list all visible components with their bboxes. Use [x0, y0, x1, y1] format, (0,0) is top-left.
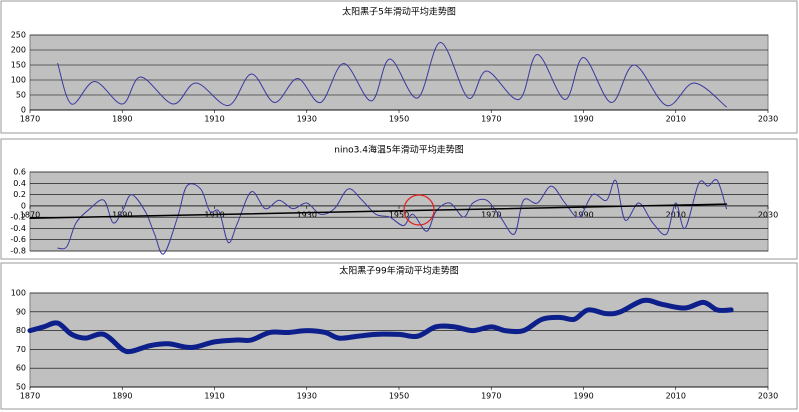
x-tick-label: 1930: [297, 392, 317, 401]
x-tick-label: 1870: [20, 210, 40, 219]
y-tick-label: 0.4: [13, 179, 26, 188]
y-tick-label: 0: [21, 201, 26, 210]
y-tick-label: 60: [16, 364, 26, 373]
data-line: [27, 297, 734, 355]
y-tick-label: 250: [11, 31, 26, 40]
y-tick-label: 50: [16, 91, 26, 100]
y-tick-label: -0.8: [10, 247, 26, 256]
x-tick-label: 1970: [481, 392, 501, 401]
charts: 太阳黑子5年滑动平均走势图 0 50 100 150 200 250 1870 1890 1910…: [10, 6, 778, 401]
x-tick-label: 1970: [481, 115, 501, 124]
x-tick-label: 2030: [758, 115, 778, 124]
x-tick-label: 1990: [573, 115, 593, 124]
y-tick-label: 150: [11, 61, 26, 70]
data-line: [57, 42, 727, 108]
x-tick-label: 1990: [573, 392, 593, 401]
x-tick-label: 1970: [481, 210, 501, 219]
x-tick-label: 1950: [389, 210, 409, 219]
x-tick-label: 2010: [666, 210, 686, 219]
plot-area: [29, 34, 769, 111]
x-tick-label: 1890: [112, 210, 132, 219]
x-tick-label: 1870: [20, 392, 40, 401]
x-tick-label: 1930: [297, 115, 317, 124]
x-tick-label: 1990: [573, 210, 593, 219]
y-tick-label: 70: [16, 345, 26, 354]
x-tick-label: 2030: [758, 210, 778, 219]
y-tick-label: -0.6: [10, 235, 26, 244]
x-tick-label: 2010: [666, 115, 686, 124]
plot-area: [29, 292, 769, 388]
data-line: [29, 203, 728, 220]
x-tick-label: 1950: [389, 115, 409, 124]
x-tick-label: 1890: [112, 392, 132, 401]
y-tick-label: 100: [11, 76, 26, 85]
y-tick-label: -0.4: [10, 224, 26, 233]
y-tick-label: 50: [16, 383, 26, 392]
y-tick-label: 100: [11, 289, 26, 298]
y-tick-label: 0: [21, 106, 26, 115]
y-tick-label: 80: [16, 326, 26, 335]
x-tick-label: 2030: [758, 392, 778, 401]
y-tick-label: -0.2: [10, 213, 26, 222]
x-tick-label: 1910: [204, 115, 224, 124]
chart-title: 太阳黑子99年滑动平均走势图: [339, 265, 458, 277]
y-tick-label: 90: [16, 307, 26, 316]
y-tick-label: 0.2: [13, 190, 26, 199]
x-tick-label: 1890: [112, 115, 132, 124]
x-tick-label: 1930: [297, 210, 317, 219]
x-tick-label: 1950: [389, 392, 409, 401]
y-tick-label: 0.6: [13, 168, 26, 177]
x-tick-label: 2010: [666, 392, 686, 401]
data-line: [57, 179, 727, 255]
x-tick-label: 1910: [204, 392, 224, 401]
y-tick-label: 200: [11, 46, 26, 55]
x-tick-label: 1870: [20, 115, 40, 124]
highlight-circle: [403, 194, 435, 226]
chart-title: nino3.4海温5年滑动平均走势图: [334, 144, 463, 156]
chart-title: 太阳黑子5年滑动平均走势图: [342, 6, 456, 18]
